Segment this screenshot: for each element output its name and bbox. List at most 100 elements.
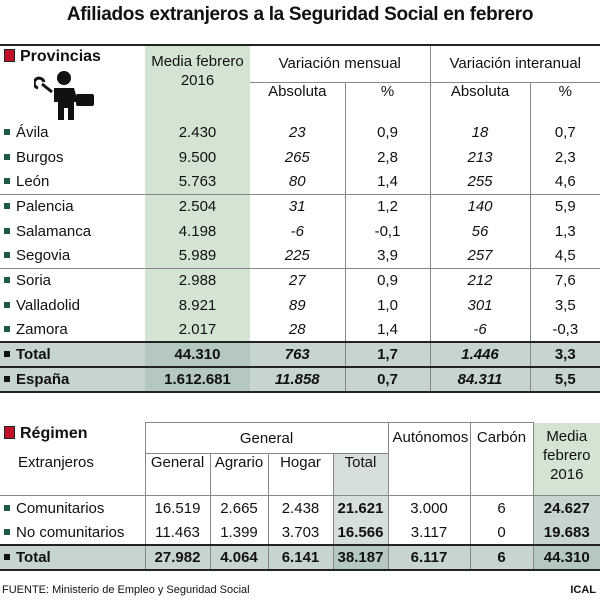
cell: 27: [250, 267, 345, 293]
bullet: [4, 227, 10, 234]
cell: 2.017: [145, 317, 250, 343]
cell: 301: [429, 292, 531, 318]
cell: 3,3: [529, 341, 600, 367]
cell: 0,9: [344, 120, 431, 145]
header-cell: Media febrero 2016: [145, 45, 250, 120]
cell: 2.988: [145, 267, 250, 293]
cell: 212: [429, 267, 531, 293]
section-title: Régimen: [20, 424, 88, 442]
row-label: Ávila: [0, 120, 145, 145]
row-label-text: Total: [16, 548, 51, 566]
bullet: [4, 301, 10, 308]
header-cell: Variación mensual: [278, 55, 401, 73]
cell: 0,7: [529, 120, 600, 145]
cell: 8.921: [145, 292, 250, 318]
row-label-text: Comunitarios: [16, 499, 105, 517]
cell: 23: [288, 123, 306, 141]
header-cell: Agrario: [209, 453, 268, 496]
bullet: [4, 553, 10, 560]
cell: 1,4: [344, 317, 431, 343]
header-cell: Variación interanual: [429, 45, 600, 82]
table-row: Salamanca 4.198 -6 -0,1 56 1,3: [0, 218, 600, 244]
row-label: Burgos: [0, 145, 145, 170]
header-cell: General: [144, 453, 210, 496]
bullet: [4, 504, 10, 511]
header-cell: Extranjeros: [18, 453, 94, 471]
row-label-text: España: [16, 370, 70, 388]
row-label-text: Palencia: [16, 198, 74, 216]
provincias-table: Provincias Media febrero 2016 Variación …: [0, 44, 600, 393]
row-label: Segovia: [0, 243, 145, 268]
header-cell: %: [529, 81, 600, 120]
cell: 213: [429, 144, 531, 170]
cell: 6.141: [267, 543, 333, 571]
header-cell: Absoluta: [250, 81, 345, 120]
cell: 44.310: [532, 543, 600, 571]
row-label: España: [0, 365, 145, 393]
cell: 21.621: [332, 495, 388, 521]
row-label: Salamanca: [0, 219, 145, 244]
cell: 257: [429, 243, 531, 269]
row-label: León: [0, 169, 145, 194]
cell: 3,9: [344, 243, 431, 269]
table-row: Soria 2.988 27 0,9 212 7,6: [0, 267, 600, 293]
cell: 2.504: [145, 193, 250, 219]
row-label-text: Valladolid: [16, 296, 80, 314]
cell: 11.463: [144, 520, 210, 545]
section-header: Régimen: [0, 423, 145, 454]
cell: 1,2: [344, 193, 431, 219]
cell: 2,3: [529, 144, 600, 170]
header-cell: Hogar: [267, 453, 333, 496]
row-label-text: Zamora: [16, 320, 68, 338]
cell: 1.399: [209, 520, 268, 545]
cell: 265: [284, 148, 310, 166]
table-row: España 1.612.681 11.858 0,7 84.311 5,5: [0, 365, 600, 393]
cell: 2.430: [145, 120, 250, 145]
table-row: Total 44.310 763 1,7 1.446 3,3: [0, 341, 600, 367]
cell: 5.989: [145, 243, 250, 269]
table-row: Ávila 2.430 23 0,9 18 0,7: [0, 120, 600, 145]
cell: 2,8: [344, 144, 431, 170]
row-label-text: Soria: [16, 272, 52, 290]
table-row: Comunitarios 16.519 2.665 2.438 21.621 3.000 6…: [0, 495, 600, 521]
table-row: León 5.763 80 1,4 255 4,6: [0, 169, 600, 195]
cell: -0,1: [344, 218, 431, 244]
cell: 27.982: [144, 543, 210, 571]
bullet: [4, 128, 10, 135]
cell: 11.858: [250, 365, 345, 393]
row-label-text: Ávila: [16, 123, 49, 141]
cell: 763: [250, 341, 345, 367]
cell: 31: [250, 193, 345, 219]
row-label: Total: [0, 543, 145, 571]
cell: 18: [429, 120, 531, 145]
table-row: Valladolid 8.921 89 1,0 301 3,5: [0, 292, 600, 318]
regimen-table: Régimen General Autónomos Carbón Media f…: [0, 422, 600, 571]
page-title: Afiliados extranjeros a la Seguridad Soc…: [66, 4, 534, 25]
cell: 3.117: [387, 520, 470, 545]
cell: 1.612.681: [145, 365, 250, 393]
table-row: Segovia 5.989 225 3,9 257 4,5: [0, 243, 600, 269]
cell: 9.500: [145, 144, 250, 170]
row-label: Comunitarios: [0, 495, 145, 521]
cell: -0,3: [529, 317, 600, 343]
cell: -6: [429, 317, 531, 343]
cell: 56: [429, 218, 531, 244]
cell: 1,0: [344, 292, 431, 318]
row-label-text: Burgos: [16, 148, 64, 166]
cell: 5,5: [529, 365, 600, 393]
cell: 0: [469, 520, 533, 545]
cell: 2.665: [209, 495, 268, 521]
bullet: [4, 528, 10, 535]
bullet: [4, 325, 10, 332]
header-cell: Media febrero 2016: [532, 422, 600, 496]
row-label-text: León: [16, 172, 50, 190]
row-label: Valladolid: [0, 293, 145, 318]
cell: 4,5: [529, 243, 600, 269]
cell: 44.310: [145, 341, 250, 367]
header-cell: Carbón: [469, 422, 533, 496]
cell: 6.117: [387, 543, 470, 571]
table-row: Zamora 2.017 28 1,4 -6 -0,3: [0, 317, 600, 343]
row-label-text: Salamanca: [16, 222, 92, 240]
table-row: Palencia 2.504 31 1,2 140 5,9: [0, 193, 600, 219]
